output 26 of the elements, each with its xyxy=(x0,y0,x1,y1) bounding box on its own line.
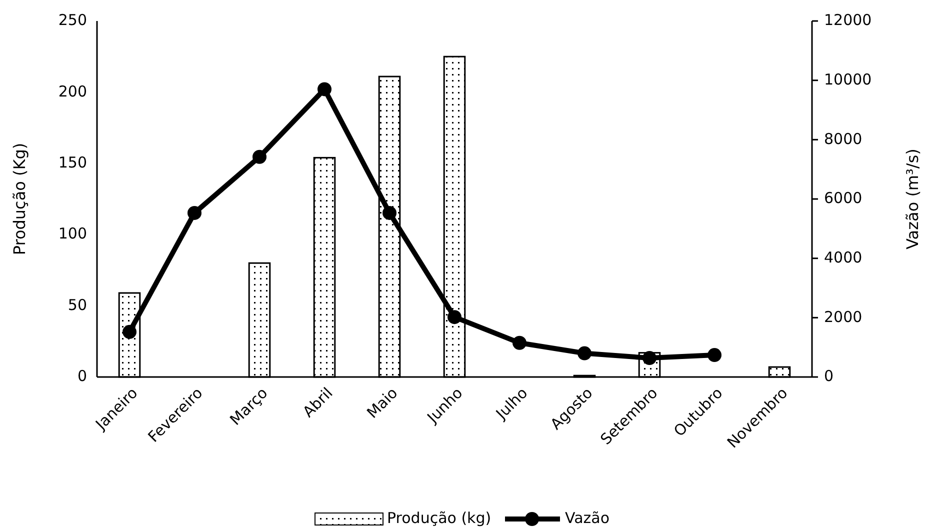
y2-tick-label: 4000 xyxy=(824,248,862,266)
y-tick-label: 50 xyxy=(68,296,87,314)
point xyxy=(512,336,526,350)
y2-axis-title: Vazão (m³/s) xyxy=(903,148,922,250)
y2-tick-label: 2000 xyxy=(824,308,862,326)
y2-tick-label: 10000 xyxy=(824,70,872,88)
legend-label: Produção (kg) xyxy=(387,509,492,528)
point xyxy=(188,206,202,220)
y2-tick-label: 6000 xyxy=(824,189,862,208)
y-tick-label: 200 xyxy=(58,82,87,100)
y2-tick-label: 12000 xyxy=(824,11,872,30)
point xyxy=(578,346,592,360)
point xyxy=(448,310,462,324)
y-tick-label: 250 xyxy=(58,11,87,30)
y-axis-title: Produção (Kg) xyxy=(10,142,29,256)
y-tick-label: 100 xyxy=(58,224,87,243)
legend-label: Vazão xyxy=(565,509,610,528)
y2-tick-label: 8000 xyxy=(824,130,862,148)
y-tick-label: 0 xyxy=(77,367,87,386)
point xyxy=(122,324,136,339)
point xyxy=(708,348,722,362)
point xyxy=(318,82,332,96)
point xyxy=(252,150,266,164)
point xyxy=(382,206,396,220)
y-tick-label: 150 xyxy=(58,153,87,172)
y2-tick-label: 0 xyxy=(824,367,834,386)
